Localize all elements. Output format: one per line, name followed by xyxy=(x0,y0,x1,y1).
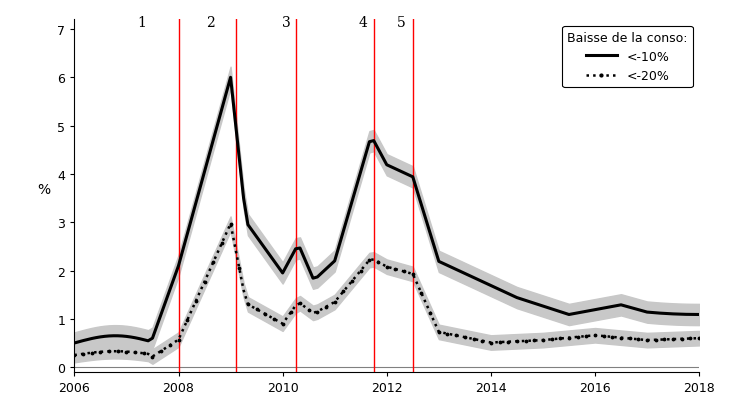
Legend: <-10%, <-20%: <-10%, <-20% xyxy=(562,27,693,88)
Text: 1: 1 xyxy=(138,16,147,30)
Text: 5: 5 xyxy=(397,16,406,30)
Text: 3: 3 xyxy=(283,16,291,30)
Text: 2: 2 xyxy=(207,16,215,30)
Y-axis label: %: % xyxy=(37,182,50,196)
Text: 4: 4 xyxy=(359,16,368,30)
